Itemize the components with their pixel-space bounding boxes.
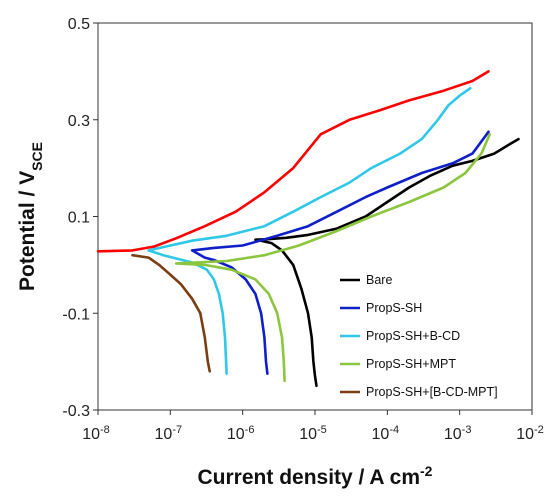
legend-label-2: PropS-SH (366, 301, 422, 315)
ticks-layer: 10-8 10-7 10-6 10-5 10-4 10-3 10-2 0.5 0.3 0.1 -0.… (62, 16, 543, 443)
y-tick-label: -0.1 (62, 306, 90, 323)
series-line-5 (131, 253, 211, 373)
x-axis-title-main: Current density / A cm (198, 466, 421, 489)
x-axis-title: Current density / A cm-2 (198, 463, 433, 489)
legend-label-5: PropS-SH+[B-CD-MPT] (366, 385, 498, 399)
series-layer (96, 70, 520, 388)
series-line-3 (147, 87, 472, 375)
y-tick-label: 0.1 (68, 210, 90, 227)
y-tick-label: 0.3 (68, 113, 90, 130)
x-tick-label: 10-7 (155, 424, 183, 443)
legend: Bare PropS-SH PropS-SH+B-CD PropS-SH+MPT Pro… (340, 273, 498, 399)
x-tick-label: 10-6 (227, 424, 255, 443)
series-line-4 (174, 133, 491, 383)
plot-frame (97, 22, 533, 411)
x-tick-label: 10-8 (82, 424, 110, 443)
y-axis-title-sub: SCE (29, 142, 45, 171)
legend-label-4: PropS-SH+MPT (366, 357, 456, 371)
series-line-6 (96, 70, 490, 253)
y-axis-title-main: Potential / V (16, 171, 39, 291)
plot-area (97, 22, 533, 411)
x-tick-label: 10-2 (516, 424, 544, 443)
series-line-2 (190, 130, 490, 375)
legend-label-1: Bare (366, 273, 392, 287)
x-tick-label: 10-5 (299, 424, 327, 443)
legend-label-3: PropS-SH+B-CD (366, 329, 460, 343)
x-axis-title-sup: -2 (420, 463, 433, 479)
series-line-1 (254, 137, 520, 388)
x-tick-label: 10-3 (444, 424, 472, 443)
y-tick-label: -0.3 (62, 403, 90, 420)
y-tick-label: 0.5 (68, 16, 90, 33)
x-tick-label: 10-4 (372, 424, 400, 443)
y-axis-title: Potential / VSCE (16, 142, 45, 291)
